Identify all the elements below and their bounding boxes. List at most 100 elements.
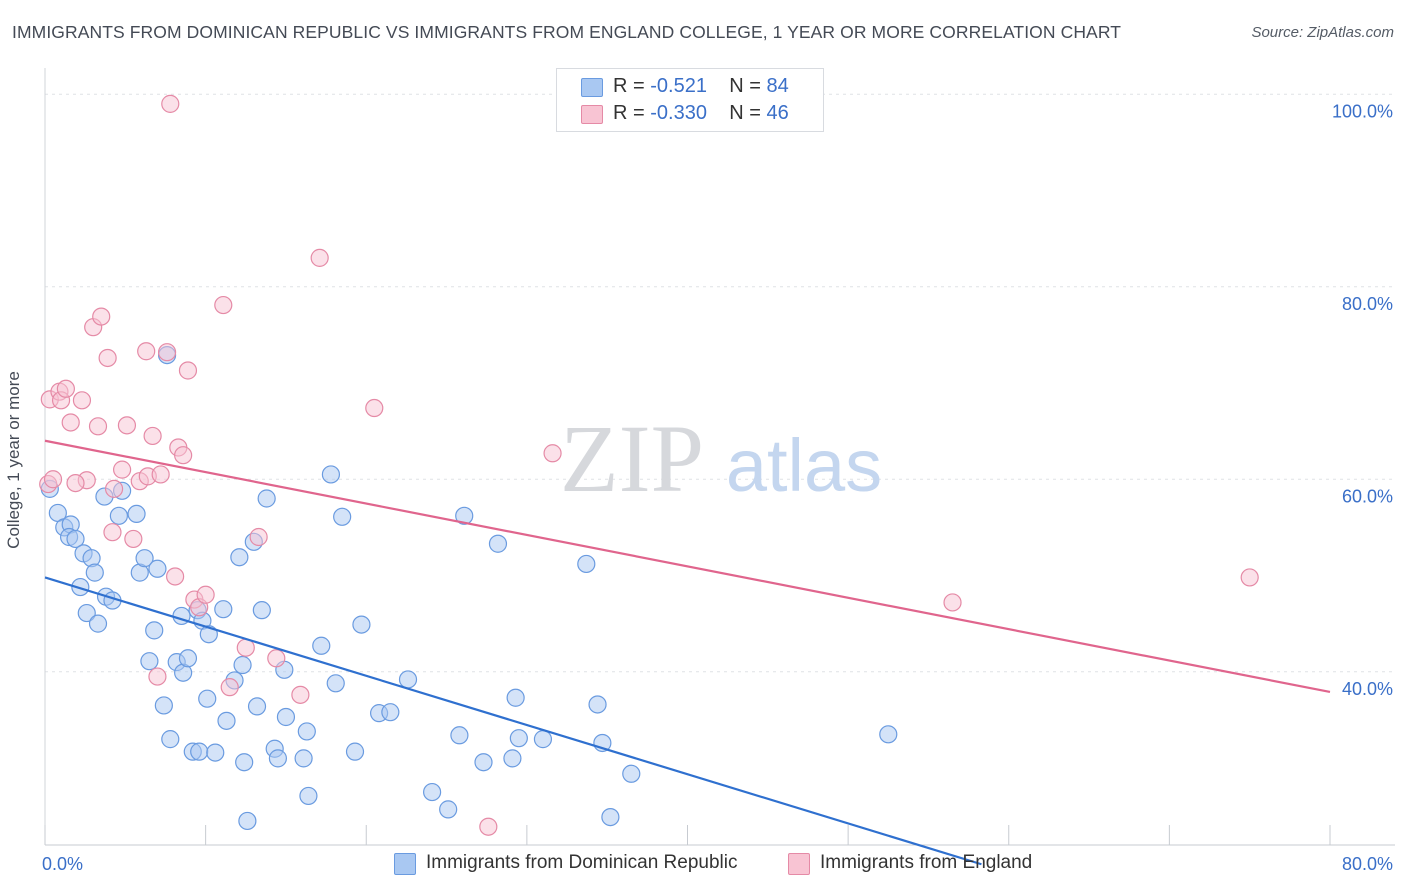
legend-text-england: R = -0.330 N = 46 [613,102,789,125]
axes [44,68,1395,846]
point-dominican [381,703,400,722]
point-dominican [148,559,167,578]
point-dominican [135,549,154,568]
point-england [943,593,962,612]
point-dominican [312,636,331,655]
n-value: 46 [766,102,789,124]
point-dominican [71,577,90,597]
point-dominican [474,753,493,772]
point-dominican [439,800,458,819]
correlation-legend: R = -0.521 N = 84 R = -0.330 N = 46 [556,68,824,132]
point-dominican [509,729,528,748]
point-dominican [299,786,318,806]
n-label: N = [729,102,761,124]
y-tick-label: 60.0% [1342,486,1393,506]
r-label: R = [613,102,645,124]
point-dominican [257,489,276,508]
point-england [151,465,170,484]
chart-title: IMMIGRANTS FROM DOMINICAN REPUBLIC VS IM… [12,22,1122,42]
point-dominican [88,614,108,633]
point-england [161,94,180,113]
point-england [220,678,239,697]
point-england [137,342,156,361]
point-dominican [622,764,641,783]
point-england [112,460,132,479]
series-name-dominican: Immigrants from Dominican Republic [426,852,738,873]
point-dominican [601,807,620,827]
point-england [66,474,85,493]
r-value: -0.521 [650,75,707,97]
r-label: R = [613,75,645,97]
point-dominican [161,730,180,749]
point-dominican [198,689,217,708]
y-tick-label: 40.0% [1342,679,1393,699]
point-england [103,523,122,542]
watermark-zip: ZIP [560,405,704,512]
point-england [92,307,111,326]
point-dominican [190,742,209,761]
point-england [43,470,63,489]
point-dominican [294,749,313,768]
point-england [61,413,80,432]
watermark-atlas: atlas [726,424,882,507]
point-england [178,361,198,380]
point-england [214,295,233,315]
point-dominican [206,743,225,762]
point-england [56,379,75,398]
point-dominican [214,600,233,619]
point-dominican [398,670,418,689]
point-dominican [127,504,146,524]
point-england [365,398,384,418]
legend-text-dominican: R = -0.521 N = 84 [613,75,789,98]
point-dominican [140,652,159,671]
n-label: N = [729,75,761,97]
point-dominican [577,554,596,574]
point-england [124,529,143,549]
point-england [196,585,215,604]
point-dominican [230,548,249,567]
point-dominican [879,725,898,744]
y-tick-label: 80.0% [1342,294,1393,314]
point-england [148,667,167,686]
point-dominican [178,649,198,668]
trend-lines [44,439,1331,866]
legend-swatch-dominican [581,78,603,97]
point-dominican [455,506,474,525]
point-dominican [252,601,271,620]
grid [45,93,1395,673]
watermark: ZIP atlas [560,405,882,512]
point-dominican [297,722,316,741]
point-dominican [503,749,522,768]
point-dominican [85,563,104,582]
tick-labels: 40.0% 60.0% 80.0% 100.0% 0.0% 80.0% [42,101,1393,874]
point-dominican [326,674,345,693]
point-dominican [217,711,236,730]
point-dominican [233,655,252,675]
point-dominican [345,742,365,761]
point-england [291,685,310,704]
x-tick-label: 80.0% [1342,854,1393,874]
y-tick-label: 100.0% [1332,101,1393,121]
trend-line-dominican [44,576,982,866]
point-england [117,416,137,435]
point-dominican [333,507,352,526]
point-england [157,343,177,362]
data-points [39,94,1259,836]
point-dominican [77,603,96,623]
point-dominican [533,730,553,749]
point-dominican [588,695,607,714]
r-value: -0.330 [650,102,707,124]
point-england [479,817,498,836]
x-tick-label: 0.0% [42,854,83,874]
n-value: 84 [766,75,789,97]
point-dominican [450,726,469,745]
point-dominican [423,782,442,802]
point-england [143,426,162,446]
point-england [166,567,185,586]
point-dominican [145,621,164,640]
source-note: Source: ZipAtlas.com [1251,24,1394,41]
point-england [174,446,193,465]
point-dominican [321,465,341,484]
series-swatch-dominican [394,853,416,875]
